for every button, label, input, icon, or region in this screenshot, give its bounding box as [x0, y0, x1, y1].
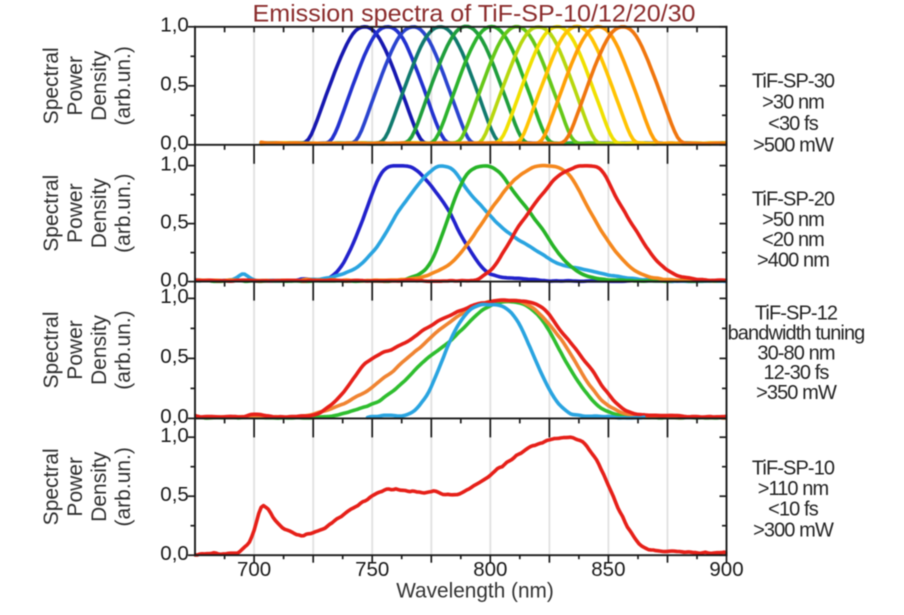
svg-text:1,0: 1,0	[160, 285, 189, 308]
svg-text:30-80 nm: 30-80 nm	[757, 342, 835, 364]
svg-text:1,0: 1,0	[160, 152, 189, 175]
svg-text:bandwidth tuning: bandwidth tuning	[728, 323, 865, 345]
svg-text:TiF-SP-30: TiF-SP-30	[752, 70, 835, 92]
svg-text:(arb.un.): (arb.un.)	[112, 310, 135, 389]
svg-text:(arb.un.): (arb.un.)	[112, 447, 135, 526]
svg-text:850: 850	[591, 558, 625, 581]
svg-text:TiF-SP-20: TiF-SP-20	[752, 189, 835, 211]
svg-text:Power: Power	[64, 457, 87, 517]
svg-text:Wavelength (nm): Wavelength (nm)	[396, 580, 554, 603]
svg-text:900: 900	[709, 558, 743, 581]
svg-text:1,0: 1,0	[160, 424, 189, 447]
svg-text:Spectral: Spectral	[40, 47, 63, 124]
svg-text:<20 nm: <20 nm	[762, 229, 824, 251]
svg-text:0,0: 0,0	[160, 132, 189, 155]
svg-text:800: 800	[473, 558, 507, 581]
svg-text:0,0: 0,0	[160, 405, 189, 428]
svg-text:Density: Density	[88, 50, 111, 121]
svg-text:Spectral: Spectral	[40, 175, 63, 252]
svg-text:<30 fs: <30 fs	[768, 113, 819, 135]
svg-text:>300 mW: >300 mW	[753, 519, 834, 541]
svg-text:Power: Power	[64, 320, 87, 380]
svg-text:1,0: 1,0	[160, 14, 189, 37]
svg-text:750: 750	[355, 558, 389, 581]
svg-text:>500 mW: >500 mW	[753, 135, 834, 157]
svg-text:>400 nm: >400 nm	[757, 249, 829, 271]
svg-text:>110 nm: >110 nm	[758, 478, 829, 500]
svg-text:Power: Power	[64, 56, 87, 116]
svg-text:12-30 fs: 12-30 fs	[763, 362, 829, 384]
svg-text:Power: Power	[64, 183, 87, 243]
svg-text:TiF-SP-10: TiF-SP-10	[752, 458, 835, 480]
svg-text:Spectral: Spectral	[40, 311, 63, 388]
svg-text:<10 fs: <10 fs	[768, 499, 819, 521]
svg-text:>50 nm: >50 nm	[762, 209, 824, 231]
svg-text:0,5: 0,5	[160, 345, 189, 368]
svg-text:0,5: 0,5	[160, 73, 189, 96]
svg-text:0,5: 0,5	[160, 210, 189, 233]
svg-text:700: 700	[237, 558, 271, 581]
svg-text:(arb.un.): (arb.un.)	[112, 46, 135, 125]
svg-text:TiF-SP-12: TiF-SP-12	[755, 303, 838, 325]
svg-text:Emission spectra of TiF-SP-10/: Emission spectra of TiF-SP-10/12/20/30	[253, 1, 696, 28]
svg-text:Spectral: Spectral	[40, 448, 63, 525]
svg-text:0,0: 0,0	[160, 542, 189, 565]
svg-text:>30 nm: >30 nm	[762, 92, 824, 114]
svg-text:Density: Density	[88, 314, 111, 385]
svg-text:Density: Density	[88, 178, 111, 249]
svg-text:(arb.un.): (arb.un.)	[112, 174, 135, 253]
svg-text:>350 mW: >350 mW	[756, 382, 837, 404]
svg-text:0,0: 0,0	[160, 268, 189, 291]
svg-text:Density: Density	[88, 451, 111, 522]
svg-text:0,5: 0,5	[160, 483, 189, 506]
